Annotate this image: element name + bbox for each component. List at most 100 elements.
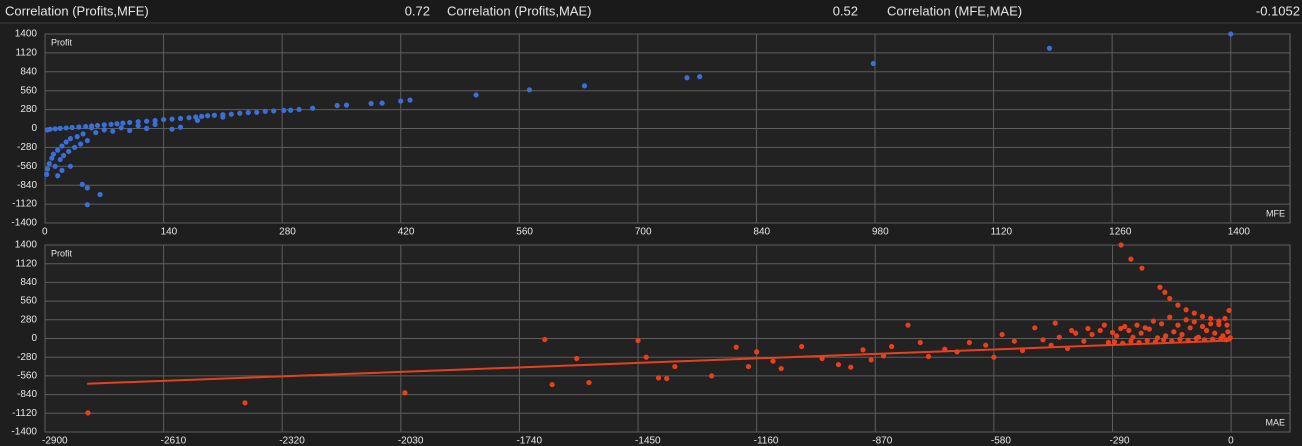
scatter-point [44,171,50,177]
scatter-point [254,109,260,115]
x-tick-label: 980 [872,227,889,238]
scatter-point [1224,322,1230,328]
scatter-point [1097,327,1103,334]
scatter-point [44,127,51,133]
y-tick-label: 280 [20,104,37,115]
scatter-point [242,400,248,406]
scatter-point [169,116,175,122]
scatter-point [402,390,408,396]
scatter-point [144,125,150,132]
scatter-point [177,115,184,121]
scatter-point [52,163,58,169]
scatter-point [281,107,287,114]
scatter-point [1101,322,1107,328]
scatter-point [1171,329,1177,335]
y-axis-label: Profit [51,37,73,47]
scatter-point [50,151,57,157]
scatter-point [120,120,126,126]
scatter-point [635,337,641,344]
x-tick-label: -2030 [398,436,424,446]
scatter-point [1139,265,1145,271]
scatter-point [1183,307,1189,313]
scatter-point [84,185,90,191]
scatter-point [709,373,715,379]
trend-line [87,339,1232,385]
scatter-point [1046,45,1053,51]
scatter-point [745,363,752,370]
scatter-point [110,128,116,134]
scatter-point [194,117,201,123]
x-tick-label: 560 [516,227,533,238]
scatter-point [1052,320,1058,326]
scatter-point [67,163,74,169]
scatter-point [343,102,350,108]
scatter-point [848,364,854,370]
scatter-point [160,116,167,123]
scatter-point [1056,334,1062,340]
scatter-point [754,349,760,355]
scatter-point [1199,323,1206,330]
scatter-point [93,129,99,136]
y-tick-label: -1120 [12,408,37,419]
scatter-point [1228,31,1234,37]
scatter-point [271,108,277,114]
y-tick-label: 1400 [15,29,38,40]
scatter-point [1142,325,1148,331]
scatter-point [1167,295,1173,302]
scatter-point [1105,339,1112,346]
scatter-point [368,100,374,107]
x-tick-label: 0 [1228,436,1234,446]
scatter-point [684,75,690,81]
scatter-point [1150,318,1156,324]
scatter-point [672,363,678,370]
scatter-point [63,139,69,145]
correlation-label: Correlation (Profits,MFE) [5,3,149,18]
scatter-point [870,60,876,67]
scatter-point [733,344,739,350]
scatter-point [1191,319,1197,325]
scatter-point [1222,315,1228,322]
scatter-point [1122,323,1128,330]
scatter-point [574,355,580,362]
y-tick-label: -280 [17,142,37,153]
y-tick-label: 1120 [15,48,37,59]
x-tick-label: 840 [753,227,770,238]
scatter-point [61,152,67,159]
scatter-point [1089,331,1095,338]
scatter-point [76,124,82,130]
scatter-point [199,113,205,119]
y-tick-label: -1120 [12,199,37,210]
scatter-point [57,156,63,163]
scatter-point [799,343,805,350]
scatter-point [83,123,89,130]
scatter-point [144,118,150,124]
scatter-point [1203,327,1210,334]
x-tick-label: 1260 [1109,227,1132,238]
scatter-point [925,353,932,360]
scatter-point [917,339,923,346]
x-tick-label: 280 [279,227,296,238]
scatter-point [655,375,662,381]
scatter-point [1199,313,1206,320]
scatter-point [1040,337,1046,343]
scatter-point [228,111,234,117]
scatter-point [177,124,184,130]
scatter-point [1208,315,1214,322]
scatter-point [1179,331,1185,338]
y-tick-label: 280 [20,314,37,325]
scatter-point [1118,242,1124,248]
scatter-point [288,107,294,113]
x-tick-label: 0 [42,227,48,238]
x-tick-label: -290 [1109,436,1129,446]
scatter-point [473,92,479,98]
scatter-point [1085,325,1091,332]
scatter-point [581,83,588,89]
y-tick-label: 560 [20,85,37,96]
scatter-point [46,161,52,167]
x-tick-label: -870 [872,436,892,446]
x-tick-label: -2320 [279,436,305,446]
scatter-point [999,331,1005,338]
scatter-point [889,343,895,350]
scatter-point [860,347,866,353]
scatter-point [1128,338,1134,344]
